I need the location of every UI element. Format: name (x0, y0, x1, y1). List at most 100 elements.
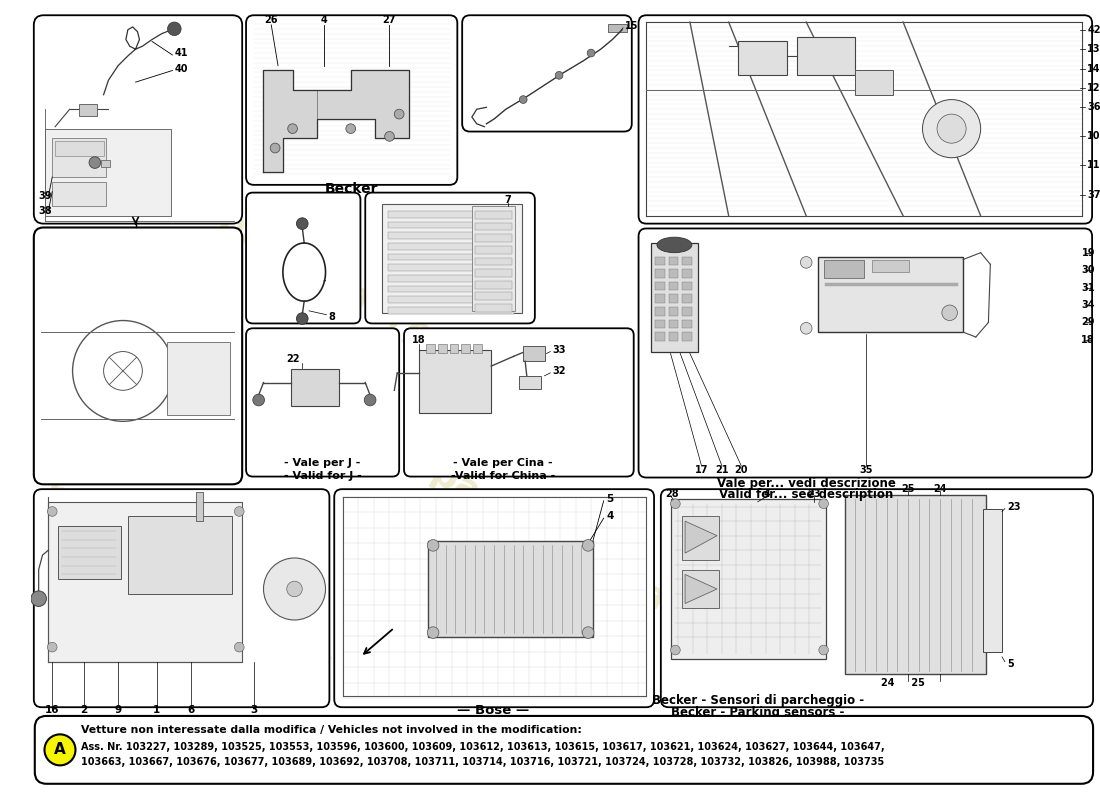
Text: 40: 40 (174, 63, 188, 74)
Text: 38: 38 (39, 206, 53, 216)
Circle shape (801, 257, 812, 268)
Bar (450, 344, 459, 353)
Text: 31: 31 (1081, 282, 1094, 293)
Bar (654, 257, 664, 266)
Bar (419, 350, 492, 413)
FancyBboxPatch shape (365, 193, 535, 323)
Text: passionforparts.info: passionforparts.info (211, 204, 586, 441)
Text: 29: 29 (1081, 318, 1094, 327)
Text: 2: 2 (80, 705, 88, 715)
Bar (45, 129, 172, 216)
Circle shape (671, 499, 680, 509)
Bar (427, 344, 434, 353)
Text: 10: 10 (1087, 131, 1100, 142)
Text: 20: 20 (735, 465, 748, 474)
Text: 103663, 103667, 103676, 103677, 103689, 103692, 103708, 103711, 103714, 103716, : 103663, 103667, 103676, 103677, 103689, … (81, 758, 884, 767)
Circle shape (297, 218, 308, 230)
Bar (682, 269, 692, 278)
Text: 11: 11 (1087, 161, 1100, 170)
Circle shape (556, 71, 563, 79)
Text: 17: 17 (695, 465, 708, 474)
Circle shape (582, 539, 594, 551)
Circle shape (923, 99, 981, 158)
Bar (654, 332, 664, 341)
Polygon shape (682, 516, 719, 560)
Circle shape (89, 157, 101, 168)
Text: passionforparts.info: passionforparts.info (37, 476, 412, 712)
Bar (669, 319, 679, 328)
Circle shape (47, 506, 57, 516)
Circle shape (394, 110, 404, 119)
FancyBboxPatch shape (34, 15, 242, 224)
Bar (55, 142, 103, 156)
Text: — Bose —: — Bose — (458, 704, 529, 717)
Bar (382, 204, 522, 313)
Text: - Valid for J -: - Valid for J - (284, 470, 362, 481)
Bar (738, 42, 786, 75)
Bar (682, 332, 692, 341)
Text: 28: 28 (666, 489, 680, 499)
Bar (475, 211, 512, 218)
Polygon shape (685, 521, 717, 553)
Text: 13: 13 (1087, 44, 1100, 54)
Bar (79, 105, 97, 116)
Text: 26: 26 (264, 15, 278, 25)
FancyBboxPatch shape (404, 328, 634, 477)
Text: Valid for... see description: Valid for... see description (719, 489, 893, 502)
Text: Ass. Nr. 103227, 103289, 103525, 103553, 103596, 103600, 103609, 103612, 103613,: Ass. Nr. 103227, 103289, 103525, 103553,… (81, 742, 884, 752)
Bar (524, 346, 544, 362)
Text: 8: 8 (329, 312, 336, 322)
Text: 42: 42 (1087, 25, 1100, 34)
Bar (682, 319, 692, 328)
Circle shape (47, 642, 57, 652)
FancyBboxPatch shape (34, 489, 329, 707)
Circle shape (31, 591, 46, 606)
FancyBboxPatch shape (334, 489, 654, 707)
Text: 3: 3 (250, 705, 257, 715)
Bar (669, 307, 679, 316)
Bar (671, 499, 826, 658)
Bar (387, 275, 514, 282)
Text: 6: 6 (187, 705, 195, 715)
Bar (651, 243, 697, 351)
Text: 32: 32 (552, 366, 565, 376)
Circle shape (345, 124, 355, 134)
Bar (682, 294, 692, 303)
Bar (654, 282, 664, 290)
FancyBboxPatch shape (34, 227, 242, 484)
Circle shape (671, 645, 680, 655)
Circle shape (582, 626, 594, 638)
Bar (475, 293, 512, 300)
Bar (654, 269, 664, 278)
FancyBboxPatch shape (639, 15, 1092, 224)
Polygon shape (682, 570, 719, 608)
Circle shape (519, 96, 527, 103)
Bar (387, 286, 514, 293)
Circle shape (271, 143, 281, 153)
Text: -Valid for China -: -Valid for China - (451, 470, 556, 481)
Bar (475, 222, 512, 230)
Bar (475, 258, 512, 266)
FancyBboxPatch shape (246, 15, 458, 185)
FancyBboxPatch shape (246, 328, 399, 477)
Polygon shape (685, 574, 717, 603)
Bar (669, 257, 679, 266)
Bar (855, 70, 893, 94)
Bar (607, 24, 627, 32)
Bar (58, 526, 121, 579)
Text: 1: 1 (153, 705, 161, 715)
Bar (682, 307, 692, 316)
Text: 12: 12 (1087, 83, 1100, 93)
Bar (387, 243, 514, 250)
Bar (438, 344, 447, 353)
Bar (387, 222, 514, 229)
Bar (52, 138, 106, 177)
Text: 15: 15 (625, 21, 638, 31)
Text: 5: 5 (1006, 658, 1013, 669)
Text: 36: 36 (1087, 102, 1100, 112)
Bar (387, 307, 514, 314)
Text: 25: 25 (901, 484, 915, 494)
Text: 16: 16 (45, 705, 59, 715)
Bar (475, 246, 512, 254)
Text: 4: 4 (606, 511, 614, 522)
